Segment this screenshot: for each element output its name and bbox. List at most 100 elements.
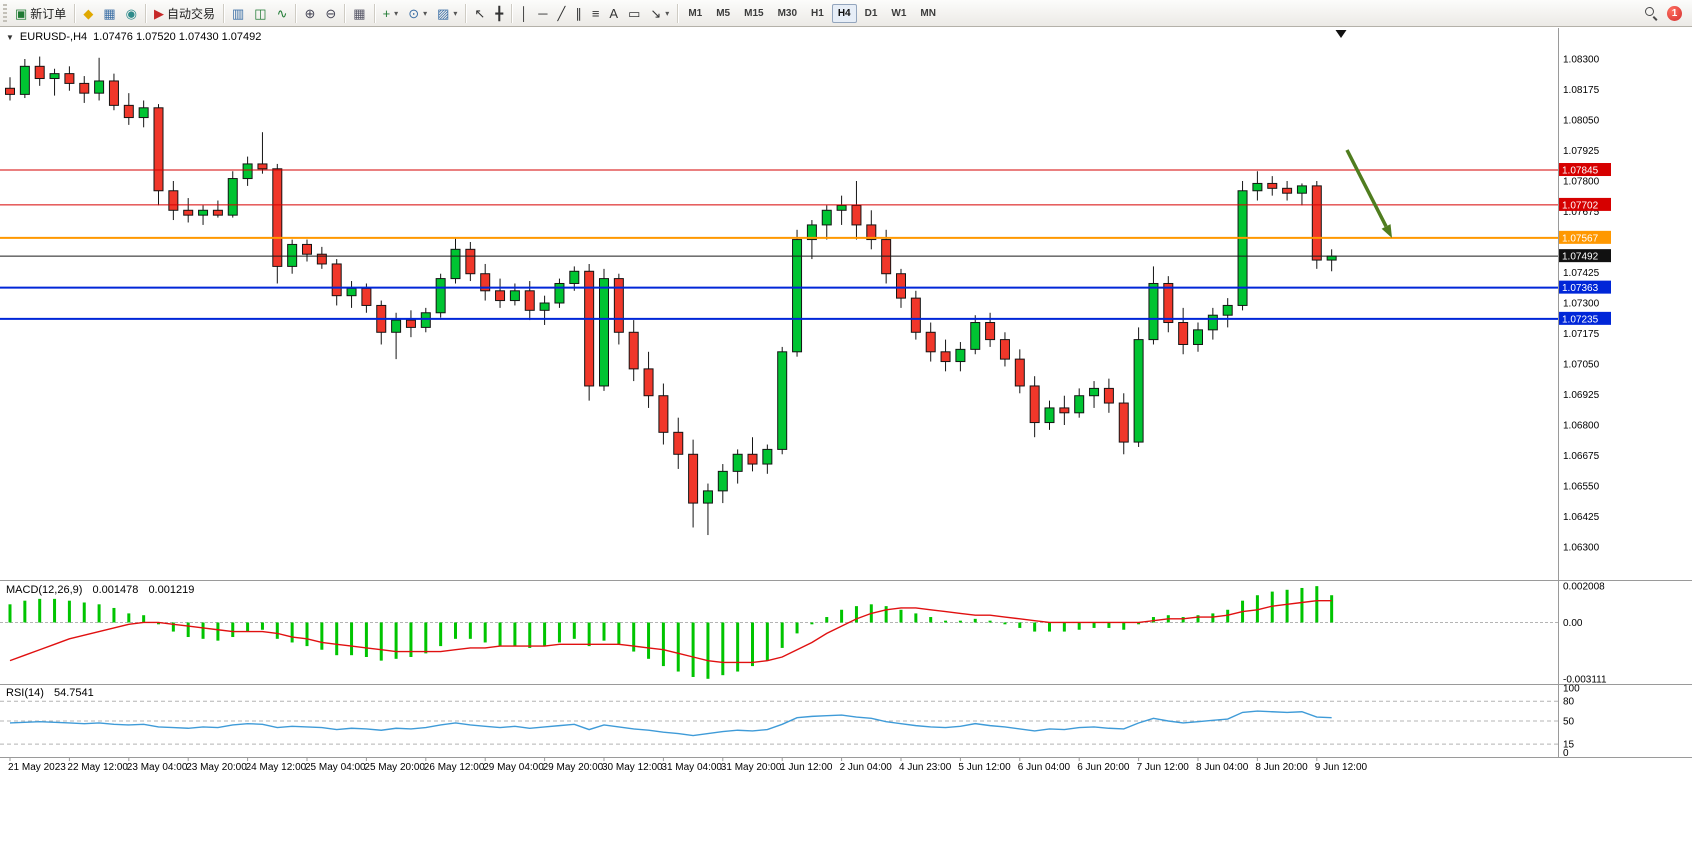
svg-text:8 Jun 20:00: 8 Jun 20:00 — [1255, 762, 1308, 773]
chevron-down-icon: ▾ — [665, 8, 670, 18]
svg-text:1.07175: 1.07175 — [1563, 329, 1600, 340]
svg-text:1.07702: 1.07702 — [1562, 200, 1599, 211]
bar-chart-icon: ▥ — [231, 5, 245, 21]
fibonacci-icon: ≡ — [591, 5, 600, 21]
rsi-panel — [0, 700, 1558, 745]
svg-text:6 Jun 04:00: 6 Jun 04:00 — [1018, 762, 1071, 773]
svg-text:1.07567: 1.07567 — [1562, 233, 1599, 244]
new-order-icon: ▣ — [15, 5, 28, 21]
toolbar-grip[interactable] — [3, 4, 7, 22]
panel-frame — [0, 28, 1692, 758]
svg-text:25 May 20:00: 25 May 20:00 — [364, 762, 425, 773]
timeframe-d1[interactable]: D1 — [864, 7, 878, 19]
vertical-line-button[interactable]: │ — [515, 4, 533, 23]
crosshair-icon: ╋ — [495, 5, 504, 21]
zoom-in-button[interactable]: ⊕ — [299, 4, 320, 23]
svg-text:1.08175: 1.08175 — [1563, 85, 1600, 96]
tile-windows-icon: ▦ — [353, 5, 366, 21]
search-icon[interactable] — [1644, 6, 1658, 20]
rsi-axis-labels: 100 80 50 150 — [1563, 684, 1580, 760]
toolbar-right-group: 1 — [1644, 5, 1690, 21]
periods-button[interactable]: ⊙ ▾ — [403, 4, 432, 23]
svg-text:5 Jun 12:00: 5 Jun 12:00 — [958, 762, 1011, 773]
svg-text:23 May 04:00: 23 May 04:00 — [127, 762, 188, 773]
svg-text:23 May 20:00: 23 May 20:00 — [186, 762, 247, 773]
svg-text:1.06675: 1.06675 — [1563, 451, 1600, 462]
chart-shift-marker[interactable] — [1335, 30, 1347, 38]
macd-panel — [0, 586, 1558, 679]
svg-text:1.06800: 1.06800 — [1563, 421, 1600, 432]
community-button[interactable]: ◉ — [121, 4, 142, 23]
zoom-out-button[interactable]: ⊖ — [320, 4, 341, 23]
svg-text:1.07800: 1.07800 — [1563, 177, 1600, 188]
crosshair-button[interactable]: ╋ — [490, 4, 508, 23]
new-order-button[interactable]: ▣ 新订单 — [10, 2, 71, 25]
navigator-button[interactable]: ▦ — [98, 4, 120, 23]
chevron-down-icon: ▾ — [394, 8, 399, 18]
new-order-button-label: 新订单 — [30, 6, 67, 21]
auto-trading-button-label: 自动交易 — [166, 6, 215, 21]
svg-text:1.07675: 1.07675 — [1563, 207, 1600, 218]
market-watch-button[interactable]: ◆ — [78, 4, 98, 23]
price-axis-badges: 1.07845 1.07702 1.07567 1.07492 1.07363 1.072… — [1559, 163, 1611, 325]
chart-collapse-icon[interactable]: ▼ — [6, 32, 14, 42]
templates-button[interactable]: ▨ ▾ — [432, 4, 462, 23]
timeframe-mn[interactable]: MN — [920, 7, 936, 19]
community-icon: ◉ — [125, 5, 137, 21]
fibonacci-button[interactable]: ≡ — [587, 4, 605, 23]
svg-text:8 Jun 04:00: 8 Jun 04:00 — [1196, 762, 1249, 773]
notifications-badge[interactable]: 1 — [1667, 5, 1682, 21]
toolbar-separator — [373, 3, 375, 23]
line-chart-button[interactable]: ∿ — [272, 4, 293, 23]
chart-title: ▼ EURUSD-,H4 1.07476 1.07520 1.07430 1.0… — [6, 31, 261, 43]
horizontal-line-button[interactable]: ─ — [533, 4, 552, 23]
svg-text:1.07300: 1.07300 — [1563, 299, 1600, 310]
price-axis-labels: 1.08300 1.08175 1.08050 1.07925 1.07800 1.076… — [1563, 55, 1600, 554]
arrows-button[interactable]: ↘ ▾ — [645, 4, 674, 23]
trend-arrow-object[interactable] — [1345, 149, 1392, 238]
timeframe-m30[interactable]: M30 — [777, 7, 798, 19]
market-watch-icon: ◆ — [83, 5, 94, 21]
timeframe-m1[interactable]: M1 — [688, 7, 703, 19]
timeframe-m15[interactable]: M15 — [744, 7, 764, 19]
macd-header: MACD(12,26,9) 0.001478 0.001219 — [6, 584, 194, 596]
auto-trading-button[interactable]: ▶ 自动交易 — [149, 2, 220, 25]
svg-text:100: 100 — [1563, 684, 1580, 695]
timeframe-h4[interactable]: H4 — [831, 3, 857, 23]
timeframe-h1[interactable]: H1 — [811, 7, 824, 19]
ohlc-values: 1.07476 1.07520 1.07430 1.07492 — [93, 31, 262, 43]
svg-text:30 May 12:00: 30 May 12:00 — [602, 762, 663, 773]
trendline-icon: ╱ — [557, 5, 566, 21]
timeframe-w1[interactable]: W1 — [891, 7, 907, 19]
svg-text:1.06550: 1.06550 — [1563, 482, 1600, 493]
text-button[interactable]: A — [604, 4, 623, 23]
main-toolbar: ▣ 新订单 ◆ ▦ ◉ ▶ 自动交易 ▥ ◫ ∿ ⊕ ⊖ ▦ + ▾ ⊙ ▾ ▨ ▾ ↖ ╋ │ ─ ╱ ∥ ≡ A ▭ ↘ ▾ M1 M5 M… — [0, 0, 1692, 27]
svg-text:1.07363: 1.07363 — [1562, 283, 1599, 294]
horizontal-line-objects[interactable] — [0, 169, 1558, 320]
channel-button[interactable]: ∥ — [570, 4, 587, 23]
candlestick-chart-button[interactable]: ◫ — [249, 4, 271, 23]
timeframe-m5[interactable]: M5 — [716, 7, 731, 19]
periods-icon: ⊙ — [408, 5, 420, 21]
trendline-button[interactable]: ╱ — [553, 4, 571, 23]
svg-text:-0.003111: -0.003111 — [1563, 675, 1607, 686]
bar-chart-button[interactable]: ▥ — [227, 4, 249, 23]
text-icon: A — [609, 5, 619, 21]
label-icon: ▭ — [628, 5, 641, 21]
svg-text:1 Jun 12:00: 1 Jun 12:00 — [780, 762, 833, 773]
channel-icon: ∥ — [575, 5, 582, 21]
svg-text:50: 50 — [1563, 717, 1575, 728]
label-button[interactable]: ▭ — [623, 4, 645, 23]
cursor-button[interactable]: ↖ — [469, 4, 490, 23]
svg-text:21 May 2023: 21 May 2023 — [8, 762, 66, 773]
horizontal-line-icon: ─ — [538, 5, 548, 21]
chevron-down-icon: ▾ — [423, 8, 428, 18]
svg-text:1.07925: 1.07925 — [1563, 146, 1600, 157]
tile-windows-button[interactable]: ▦ — [348, 4, 370, 23]
svg-text:26 May 12:00: 26 May 12:00 — [424, 762, 485, 773]
macd-label: MACD(12,26,9) — [6, 584, 83, 596]
indicators-button[interactable]: + ▾ — [378, 4, 404, 23]
rsi-label: RSI(14) — [6, 687, 44, 699]
